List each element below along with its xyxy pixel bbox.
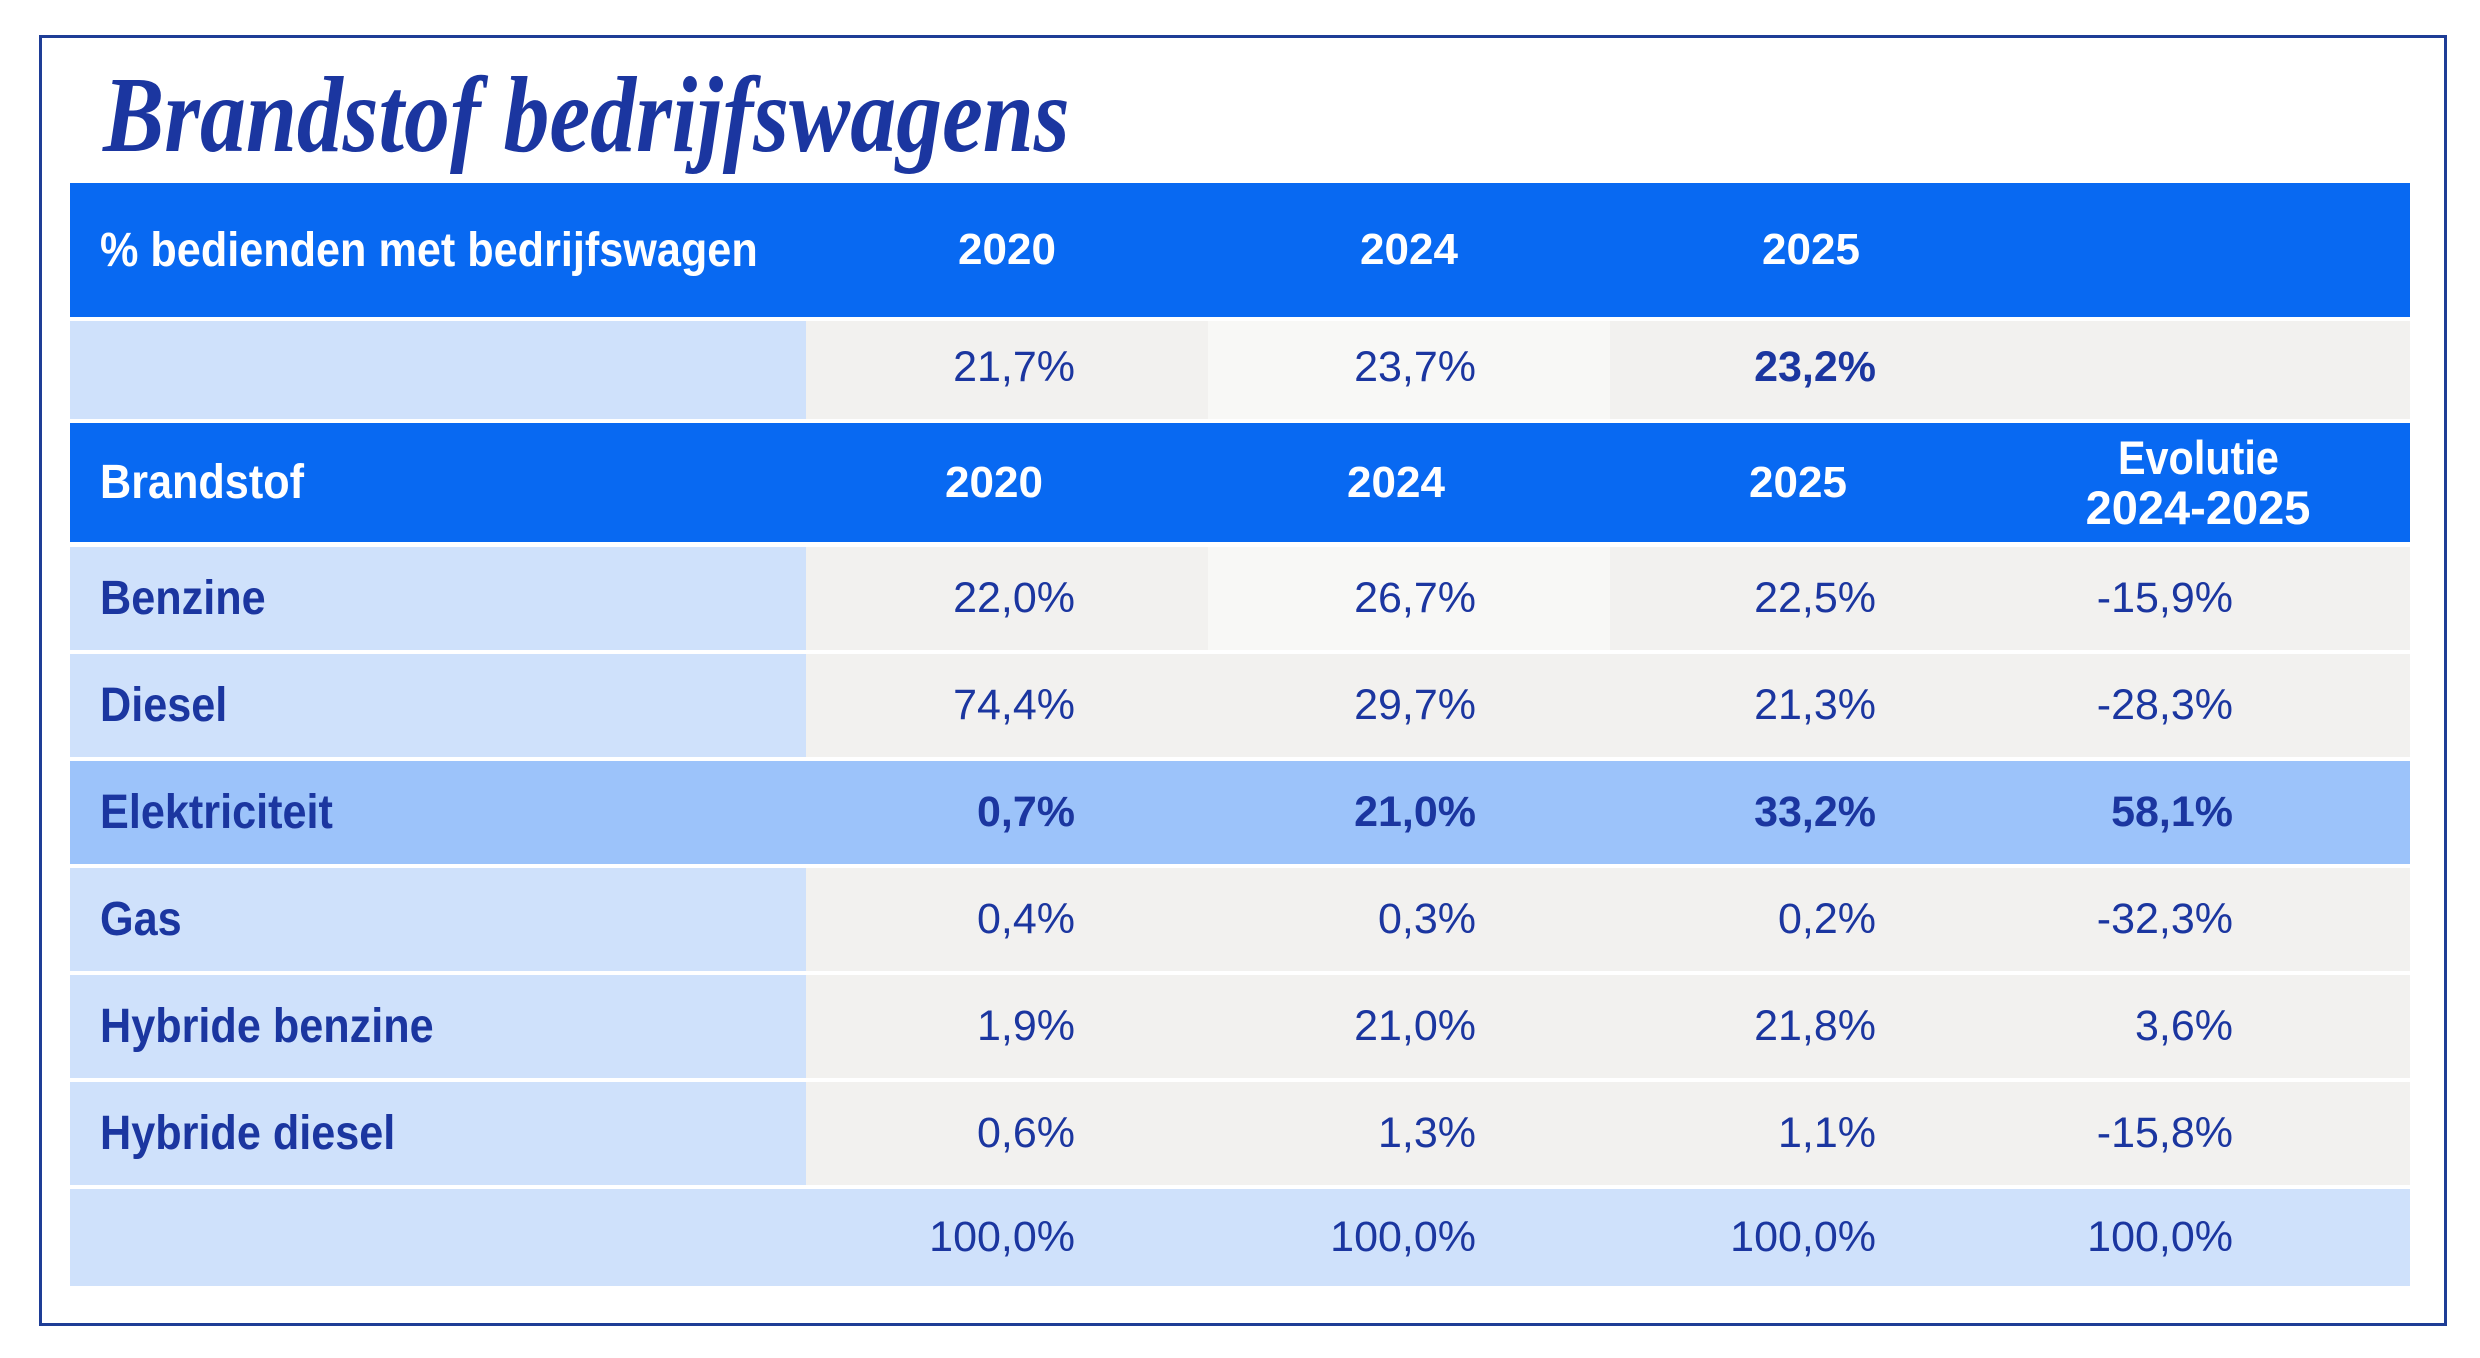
value-cell: 0,6% bbox=[806, 1082, 1208, 1185]
value-cell: 21,8% bbox=[1610, 975, 2012, 1078]
value-cell: 33,2% bbox=[1610, 761, 2012, 864]
value-cell: 29,7% bbox=[1208, 654, 1610, 757]
value-cell: -28,3% bbox=[2012, 654, 2410, 757]
value-cell: 0,7% bbox=[806, 761, 1208, 864]
value-cell: 0,4% bbox=[806, 868, 1208, 971]
value-cell: 26,7% bbox=[1208, 547, 1610, 650]
table-row-total: 100,0% 100,0% 100,0% 100,0% bbox=[70, 1189, 2410, 1286]
table-row-hybride-diesel: Hybride diesel 0,6% 1,3% 1,1% -15,8% bbox=[70, 1082, 2410, 1185]
value-cell: 3,6% bbox=[2012, 975, 2410, 1078]
value-cell: -15,9% bbox=[2012, 547, 2410, 650]
table1-data-row: 21,7% 23,7% 23,2% bbox=[70, 321, 2410, 419]
page-border bbox=[39, 35, 2447, 1326]
table2-header-label-cell: Brandstof bbox=[70, 423, 806, 542]
row-label-cell: Benzine bbox=[70, 547, 806, 650]
value-cell: 0,3% bbox=[1208, 868, 1610, 971]
value-cell: 21,0% bbox=[1208, 761, 1610, 864]
table-row-hybride-benzine: Hybride benzine 1,9% 21,0% 21,8% 3,6% bbox=[70, 975, 2410, 1078]
table1-value-2025: 23,2% bbox=[1610, 321, 2012, 419]
value-cell: 58,1% bbox=[2012, 761, 2410, 864]
table1-header-row: % bedienden met bedrijfswagen 2020 2024 … bbox=[70, 183, 2410, 317]
table1-header-empty bbox=[2012, 183, 2410, 317]
table-row-diesel: Diesel 74,4% 29,7% 21,3% -28,3% bbox=[70, 654, 2410, 757]
row-label-cell bbox=[70, 1189, 806, 1286]
table2-header-evolutie: Evolutie 2024-2025 bbox=[2085, 430, 2311, 534]
table-row-elektriciteit: Elektriciteit 0,7% 21,0% 33,2% 58,1% bbox=[70, 761, 2410, 864]
row-label-cell: Gas bbox=[70, 868, 806, 971]
value-cell: 100,0% bbox=[1208, 1189, 1610, 1286]
page-title: Brandstof bedrijfswagens bbox=[103, 56, 1070, 175]
table1-header-2025: 2025 bbox=[1762, 225, 1860, 274]
value-cell: 21,0% bbox=[1208, 975, 1610, 1078]
row-label-cell: Hybride benzine bbox=[70, 975, 806, 1078]
value-cell: 21,3% bbox=[1610, 654, 2012, 757]
table1-header-2024: 2024 bbox=[1360, 225, 1458, 274]
table1-header-label-cell: % bedienden met bedrijfswagen bbox=[70, 183, 806, 317]
table1-value-2020: 21,7% bbox=[806, 321, 1208, 419]
value-cell: 74,4% bbox=[806, 654, 1208, 757]
row-label-cell: Hybride diesel bbox=[70, 1082, 806, 1185]
value-cell: -32,3% bbox=[2012, 868, 2410, 971]
value-cell: 1,9% bbox=[806, 975, 1208, 1078]
table1-row-label-cell bbox=[70, 321, 806, 419]
row-label-cell: Diesel bbox=[70, 654, 806, 757]
table-fuel: Brandstof 2020 2024 2025 Evolutie 2024-2… bbox=[70, 423, 2410, 1286]
table2-header-2020: 2020 bbox=[945, 457, 1043, 507]
value-cell: -15,8% bbox=[2012, 1082, 2410, 1185]
row-label-cell: Elektriciteit bbox=[70, 761, 806, 864]
table1-header-label: % bedienden met bedrijfswagen bbox=[100, 223, 758, 277]
value-cell: 22,5% bbox=[1610, 547, 2012, 650]
table-row-benzine: Benzine 22,0% 26,7% 22,5% -15,9% bbox=[70, 547, 2410, 650]
table2-header-2024: 2024 bbox=[1347, 457, 1445, 507]
table1-header-2020: 2020 bbox=[958, 225, 1056, 274]
table-company-cars: % bedienden met bedrijfswagen 2020 2024 … bbox=[70, 183, 2410, 419]
table2-header-label: Brandstof bbox=[100, 456, 305, 509]
value-cell: 100,0% bbox=[2012, 1189, 2410, 1286]
table2-header-row: Brandstof 2020 2024 2025 Evolutie 2024-2… bbox=[70, 423, 2410, 542]
table-row-gas: Gas 0,4% 0,3% 0,2% -32,3% bbox=[70, 868, 2410, 971]
value-cell: 1,1% bbox=[1610, 1082, 2012, 1185]
value-cell: 1,3% bbox=[1208, 1082, 1610, 1185]
value-cell: 100,0% bbox=[1610, 1189, 2012, 1286]
table2-header-2025: 2025 bbox=[1749, 457, 1847, 507]
value-cell: 0,2% bbox=[1610, 868, 2012, 971]
value-cell: 22,0% bbox=[806, 547, 1208, 650]
table1-value-2024: 23,7% bbox=[1208, 321, 1610, 419]
table1-value-empty bbox=[2012, 321, 2410, 419]
value-cell: 100,0% bbox=[806, 1189, 1208, 1286]
